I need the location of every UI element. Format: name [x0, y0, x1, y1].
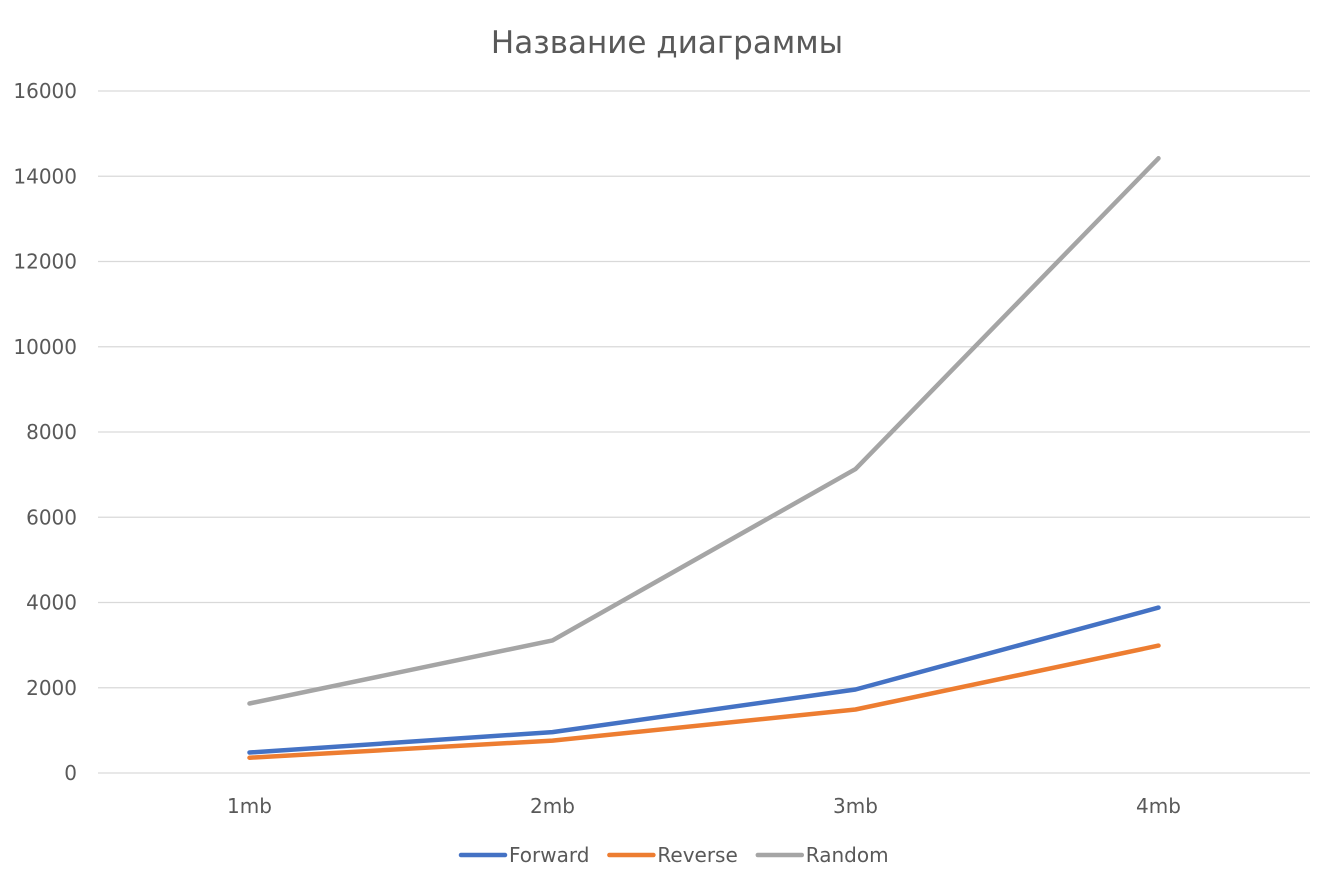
x-tick-label: 2mb	[530, 794, 575, 818]
y-tick-label: 8000	[26, 420, 77, 444]
x-tick-label: 1mb	[227, 794, 272, 818]
series-lines	[247, 156, 1161, 760]
y-tick-label: 2000	[26, 676, 77, 700]
x-tick-label: 3mb	[833, 794, 878, 818]
series-line-forward	[247, 605, 1161, 755]
x-axis-ticks: 1mb 2mb 3mb 4mb	[227, 794, 1181, 818]
x-tick-label: 4mb	[1136, 794, 1181, 818]
y-tick-label: 16000	[13, 79, 77, 103]
chart-title: Название диаграммы	[491, 25, 843, 61]
y-tick-label: 14000	[13, 164, 77, 188]
legend: Forward Reverse Random	[458, 843, 889, 867]
legend-item-forward: Forward	[458, 843, 589, 867]
series-line-random	[247, 156, 1161, 706]
y-tick-label: 0	[64, 761, 77, 785]
legend-label: Reverse	[657, 843, 737, 867]
y-tick-label: 12000	[13, 250, 77, 274]
legend-label: Random	[806, 843, 889, 867]
legend-label: Forward	[509, 843, 589, 867]
y-axis-ticks: 0 2000 4000 6000 8000 10000 12000 14000 16000	[13, 79, 77, 785]
series-line-reverse	[247, 643, 1161, 760]
y-tick-label: 10000	[13, 335, 77, 359]
y-tick-label: 4000	[26, 591, 77, 615]
legend-item-random: Random	[755, 843, 889, 867]
gridlines	[98, 90, 1310, 774]
y-tick-label: 6000	[26, 505, 77, 529]
legend-item-reverse: Reverse	[607, 843, 738, 867]
